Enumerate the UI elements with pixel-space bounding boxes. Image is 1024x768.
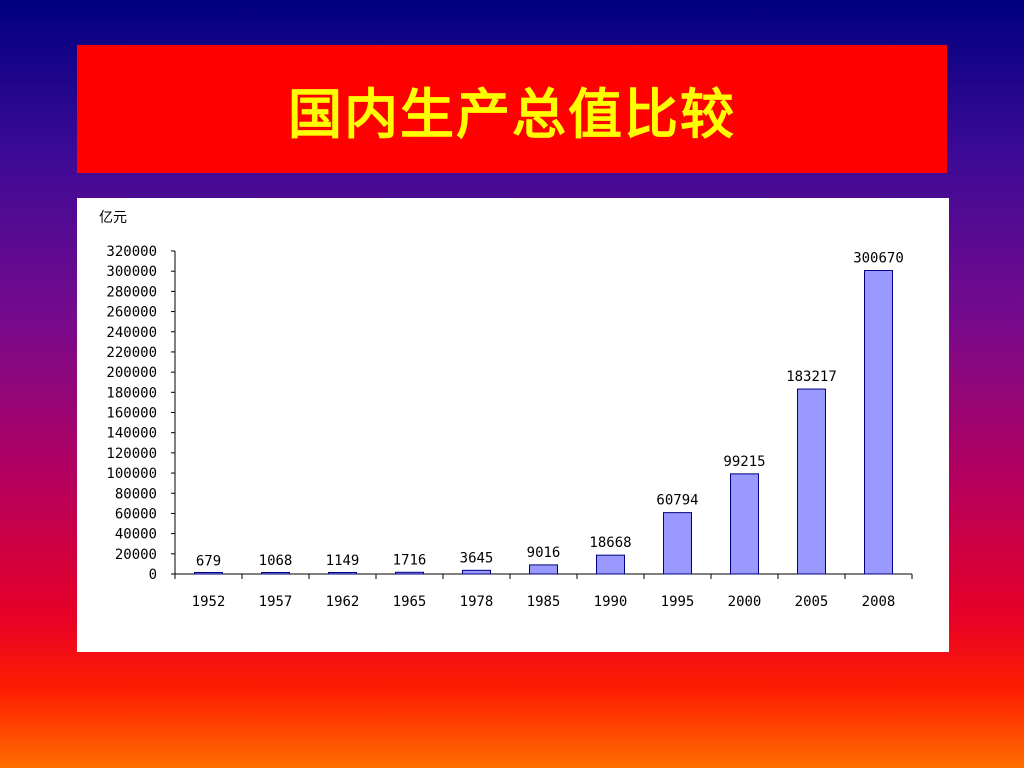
y-tick-label: 100000: [106, 466, 157, 482]
x-tick-label: 1985: [527, 594, 561, 610]
data-label-2008: 300670: [853, 251, 904, 267]
data-label-1957: 1068: [259, 553, 293, 569]
y-tick-label: 220000: [106, 345, 157, 361]
y-tick-label: 60000: [115, 506, 157, 522]
y-tick-label: 120000: [106, 446, 157, 462]
x-tick-label: 2000: [728, 594, 762, 610]
x-tick-label: 2008: [862, 594, 896, 610]
y-tick-label: 20000: [115, 547, 157, 563]
bar-2005: [797, 388, 826, 575]
x-tick-label: 1952: [192, 594, 226, 610]
data-label-1952: 679: [196, 553, 221, 569]
data-label-1995: 60794: [656, 493, 698, 509]
bar-1978: [462, 569, 491, 575]
x-tick-label: 1957: [259, 594, 293, 610]
bar-2008: [864, 270, 893, 575]
x-tick-label: 1995: [661, 594, 695, 610]
y-tick-label: 320000: [106, 244, 157, 260]
y-tick-label: 260000: [106, 305, 157, 321]
bar-1962: [328, 572, 357, 575]
bar-1957: [261, 572, 290, 575]
x-tick-label: 1990: [594, 594, 628, 610]
data-label-2000: 99215: [723, 454, 765, 470]
y-tick-label: 240000: [106, 325, 157, 341]
data-label-1962: 1149: [326, 553, 360, 569]
y-tick-label: 280000: [106, 284, 157, 300]
bar-1990: [596, 554, 625, 575]
bar-2000: [730, 473, 759, 575]
data-label-1985: 9016: [527, 545, 561, 561]
bar-1985: [529, 564, 558, 575]
y-tick-label: 80000: [115, 486, 157, 502]
x-tick-label: 1978: [460, 594, 494, 610]
y-tick-label: 140000: [106, 426, 157, 442]
x-tick-label: 1965: [393, 594, 427, 610]
bar-1965: [395, 571, 424, 575]
x-tick-label: 2005: [795, 594, 829, 610]
chart-panel: 亿元 0 20000 40000 60000 80000 100000 120000 1400…: [77, 198, 949, 652]
y-tick-label: 180000: [106, 385, 157, 401]
y-tick-label: 0: [149, 567, 157, 583]
bar-1995: [663, 512, 692, 575]
y-unit-label: 亿元: [99, 210, 127, 226]
slide-title: 国内生产总值比较: [288, 82, 736, 146]
y-tick-label: 200000: [106, 365, 157, 381]
data-label-1990: 18668: [589, 535, 631, 551]
data-label-1978: 3645: [460, 550, 494, 566]
x-tick-label: 1962: [326, 594, 360, 610]
y-tick-label: 40000: [115, 527, 157, 543]
y-tick-label: 160000: [106, 406, 157, 422]
bar-1952: [194, 572, 223, 575]
y-tick-label: 300000: [106, 264, 157, 280]
data-label-1965: 1716: [393, 552, 427, 568]
gdp-bar-chart: 亿元 0 20000 40000 60000 80000 100000 120000 1400…: [99, 210, 913, 610]
data-label-2005: 183217: [786, 369, 837, 385]
title-banner: 国内生产总值比较: [77, 45, 947, 173]
